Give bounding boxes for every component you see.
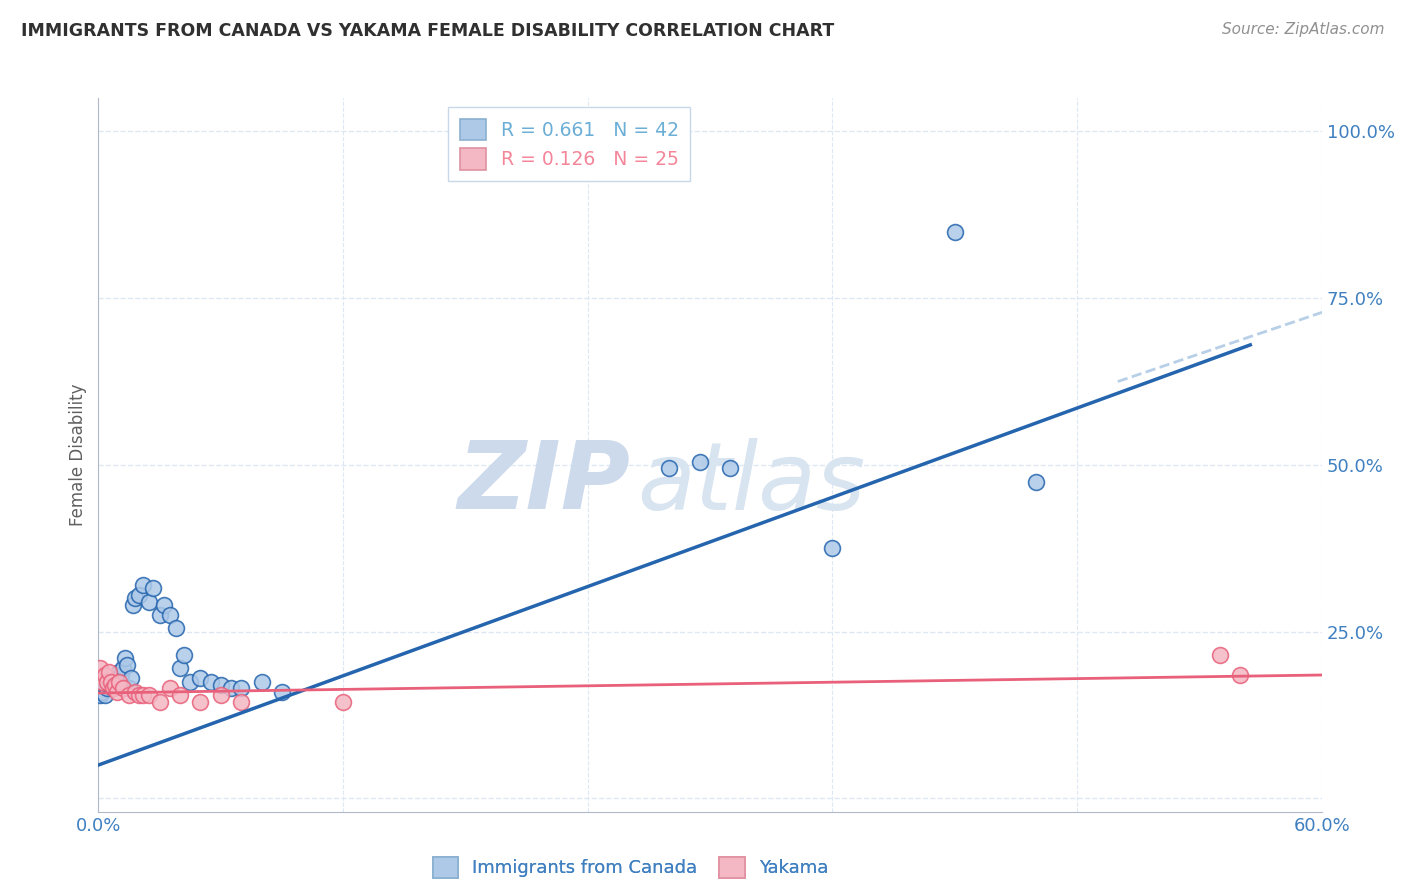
Point — [138, 594, 160, 608]
Point — [120, 671, 142, 685]
Point — [89, 688, 111, 702]
Text: ZIP: ZIP — [457, 437, 630, 530]
Point — [97, 665, 120, 679]
Point — [332, 695, 354, 709]
Point — [128, 588, 150, 602]
Point — [159, 607, 181, 622]
Point — [105, 684, 128, 698]
Point — [91, 674, 114, 689]
Point — [128, 688, 150, 702]
Point — [114, 651, 136, 665]
Point — [159, 681, 181, 696]
Point — [179, 674, 201, 689]
Point — [943, 225, 966, 239]
Point — [115, 658, 138, 673]
Point — [111, 681, 134, 696]
Point — [209, 688, 232, 702]
Point — [108, 674, 131, 689]
Point — [821, 541, 844, 556]
Y-axis label: Female Disability: Female Disability — [69, 384, 87, 526]
Point — [89, 661, 111, 675]
Text: atlas: atlas — [637, 438, 865, 529]
Point — [142, 582, 165, 596]
Point — [718, 461, 742, 475]
Point — [658, 461, 681, 475]
Point — [149, 695, 172, 709]
Point — [93, 668, 115, 682]
Point — [132, 688, 155, 702]
Point — [1229, 668, 1251, 682]
Point — [105, 671, 128, 685]
Point — [689, 454, 711, 468]
Point — [91, 684, 114, 698]
Point — [132, 578, 155, 592]
Point — [108, 665, 131, 679]
Point — [100, 674, 122, 689]
Point — [169, 688, 191, 702]
Point — [96, 674, 118, 689]
Point — [124, 591, 146, 606]
Point — [231, 695, 253, 709]
Point — [138, 688, 160, 702]
Point — [169, 661, 191, 675]
Point — [1209, 648, 1232, 662]
Point — [152, 598, 174, 612]
Text: IMMIGRANTS FROM CANADA VS YAKAMA FEMALE DISABILITY CORRELATION CHART: IMMIGRANTS FROM CANADA VS YAKAMA FEMALE … — [21, 22, 834, 40]
Point — [188, 671, 212, 685]
Text: Source: ZipAtlas.com: Source: ZipAtlas.com — [1222, 22, 1385, 37]
Point — [231, 681, 253, 696]
Point — [200, 674, 222, 689]
Point — [110, 668, 132, 682]
Point — [188, 695, 212, 709]
Point — [270, 684, 294, 698]
Point — [93, 688, 115, 702]
Point — [173, 648, 195, 662]
Point — [100, 674, 122, 689]
Point — [97, 678, 120, 692]
Point — [104, 678, 127, 692]
Point — [124, 684, 146, 698]
Point — [250, 674, 273, 689]
Point — [111, 661, 134, 675]
Point — [219, 681, 242, 696]
Point — [118, 681, 141, 696]
Point — [1025, 475, 1047, 489]
Point — [101, 681, 124, 696]
Point — [209, 678, 232, 692]
Point — [165, 621, 187, 635]
Legend: Immigrants from Canada, Yakama: Immigrants from Canada, Yakama — [426, 849, 835, 885]
Point — [149, 607, 172, 622]
Point — [96, 681, 118, 696]
Point — [122, 598, 145, 612]
Point — [101, 681, 124, 696]
Point — [118, 688, 141, 702]
Point — [104, 678, 127, 692]
